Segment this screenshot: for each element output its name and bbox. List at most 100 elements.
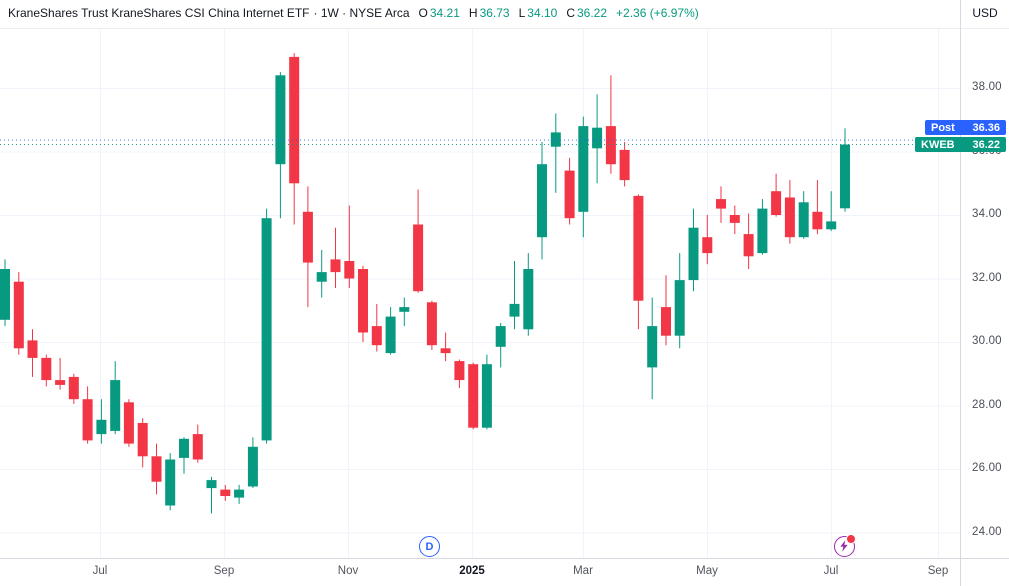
candle — [840, 128, 850, 212]
candle — [82, 386, 93, 444]
time-tick-label: Nov — [337, 565, 359, 577]
post-badge-value: 36.36 — [972, 121, 1000, 134]
ohlc-high: H 36.73 — [468, 6, 510, 20]
candle — [413, 189, 424, 293]
candle — [330, 227, 341, 288]
time-tick-label: Sep — [927, 565, 949, 577]
candle — [578, 116, 589, 238]
candle — [179, 437, 189, 474]
time-tick-label: Jul — [92, 565, 108, 577]
candle — [399, 297, 410, 327]
candle — [316, 249, 327, 298]
price-scale[interactable]: USD 38.0036.0034.0032.0030.0028.0026.002… — [961, 0, 1009, 586]
candle — [41, 354, 52, 387]
time-tick-label: May — [696, 565, 718, 577]
candle — [151, 443, 162, 495]
candle — [137, 418, 148, 468]
price-tick-label: 38.00 — [972, 81, 1002, 93]
candle — [96, 399, 107, 444]
candle — [757, 199, 768, 255]
candles-layer — [0, 53, 850, 514]
post-badge-label: Post — [931, 121, 955, 134]
candle — [289, 53, 300, 225]
candle — [661, 275, 671, 346]
symbol-title[interactable]: KraneShares Trust KraneShares CSI China … — [8, 6, 310, 20]
candle — [261, 208, 272, 444]
candle — [784, 180, 795, 244]
candle — [247, 437, 258, 489]
time-tick-label: Mar — [573, 565, 593, 577]
candle — [550, 113, 561, 193]
candle — [647, 297, 658, 400]
candle — [426, 300, 437, 350]
grid-layer — [0, 28, 961, 558]
change-label: +2.36 (+6.97%) — [616, 6, 699, 20]
candle — [454, 359, 465, 388]
candle — [509, 261, 520, 330]
price-tick-label: 30.00 — [972, 335, 1002, 347]
candle — [743, 213, 754, 269]
price-tick-label: 26.00 — [972, 462, 1002, 474]
symbol-badge-value: 36.22 — [972, 138, 1000, 151]
candle — [523, 253, 534, 336]
candle — [110, 361, 121, 435]
currency-label: USD — [972, 6, 998, 20]
candle — [826, 191, 837, 231]
notification-dot — [846, 534, 856, 544]
candle — [165, 453, 176, 511]
symbol-badge-label: KWEB — [921, 138, 955, 151]
candle — [302, 186, 313, 308]
candle — [674, 253, 685, 349]
ohlc-close: C 36.22 — [566, 6, 608, 20]
last-price-badge: KWEB 36.22 — [915, 137, 1006, 152]
candle — [688, 208, 699, 292]
candle — [812, 180, 823, 235]
candle — [385, 307, 396, 355]
ohlc-open: O 34.21 — [418, 6, 460, 20]
candle — [344, 205, 355, 288]
candle — [495, 322, 506, 368]
candle — [27, 329, 38, 377]
dividend-marker-icon[interactable]: D — [419, 536, 440, 557]
candle — [192, 424, 203, 463]
candle — [592, 94, 603, 184]
candle — [468, 362, 479, 430]
ohlc-low: L 34.10 — [518, 6, 558, 20]
candle — [729, 205, 740, 235]
candle — [371, 303, 382, 352]
candle — [13, 272, 24, 355]
time-tick-label: Sep — [213, 565, 235, 577]
candle — [633, 194, 644, 330]
time-tick-label: 2025 — [459, 565, 485, 577]
candle — [123, 399, 134, 447]
candle — [771, 173, 782, 217]
price-tick-label: 28.00 — [972, 398, 1002, 411]
interval-exchange-label: · 1W · NYSE Arca — [313, 6, 410, 20]
candle — [55, 357, 66, 390]
post-market-price-badge: Post 36.36 — [925, 120, 1006, 135]
price-tick-label: 34.00 — [972, 208, 1002, 220]
candle — [619, 142, 630, 187]
candle — [234, 484, 245, 504]
candle — [68, 373, 79, 404]
candle — [537, 142, 547, 260]
candle — [358, 265, 368, 342]
lightning-bolt-icon — [840, 540, 848, 552]
candle — [716, 186, 726, 223]
candle — [481, 354, 492, 430]
candle — [0, 259, 10, 327]
price-lines-layer — [0, 139, 961, 145]
candle — [275, 72, 286, 219]
price-tick-label: 24.00 — [972, 525, 1002, 538]
time-tick-label: Jul — [823, 565, 839, 577]
candle — [206, 476, 217, 514]
candle — [605, 75, 616, 174]
candle — [220, 484, 231, 501]
candle — [564, 157, 575, 225]
events-lightning-icon[interactable] — [834, 534, 856, 557]
symbol-legend: KraneShares Trust KraneShares CSI China … — [8, 5, 699, 21]
candle — [702, 215, 713, 265]
